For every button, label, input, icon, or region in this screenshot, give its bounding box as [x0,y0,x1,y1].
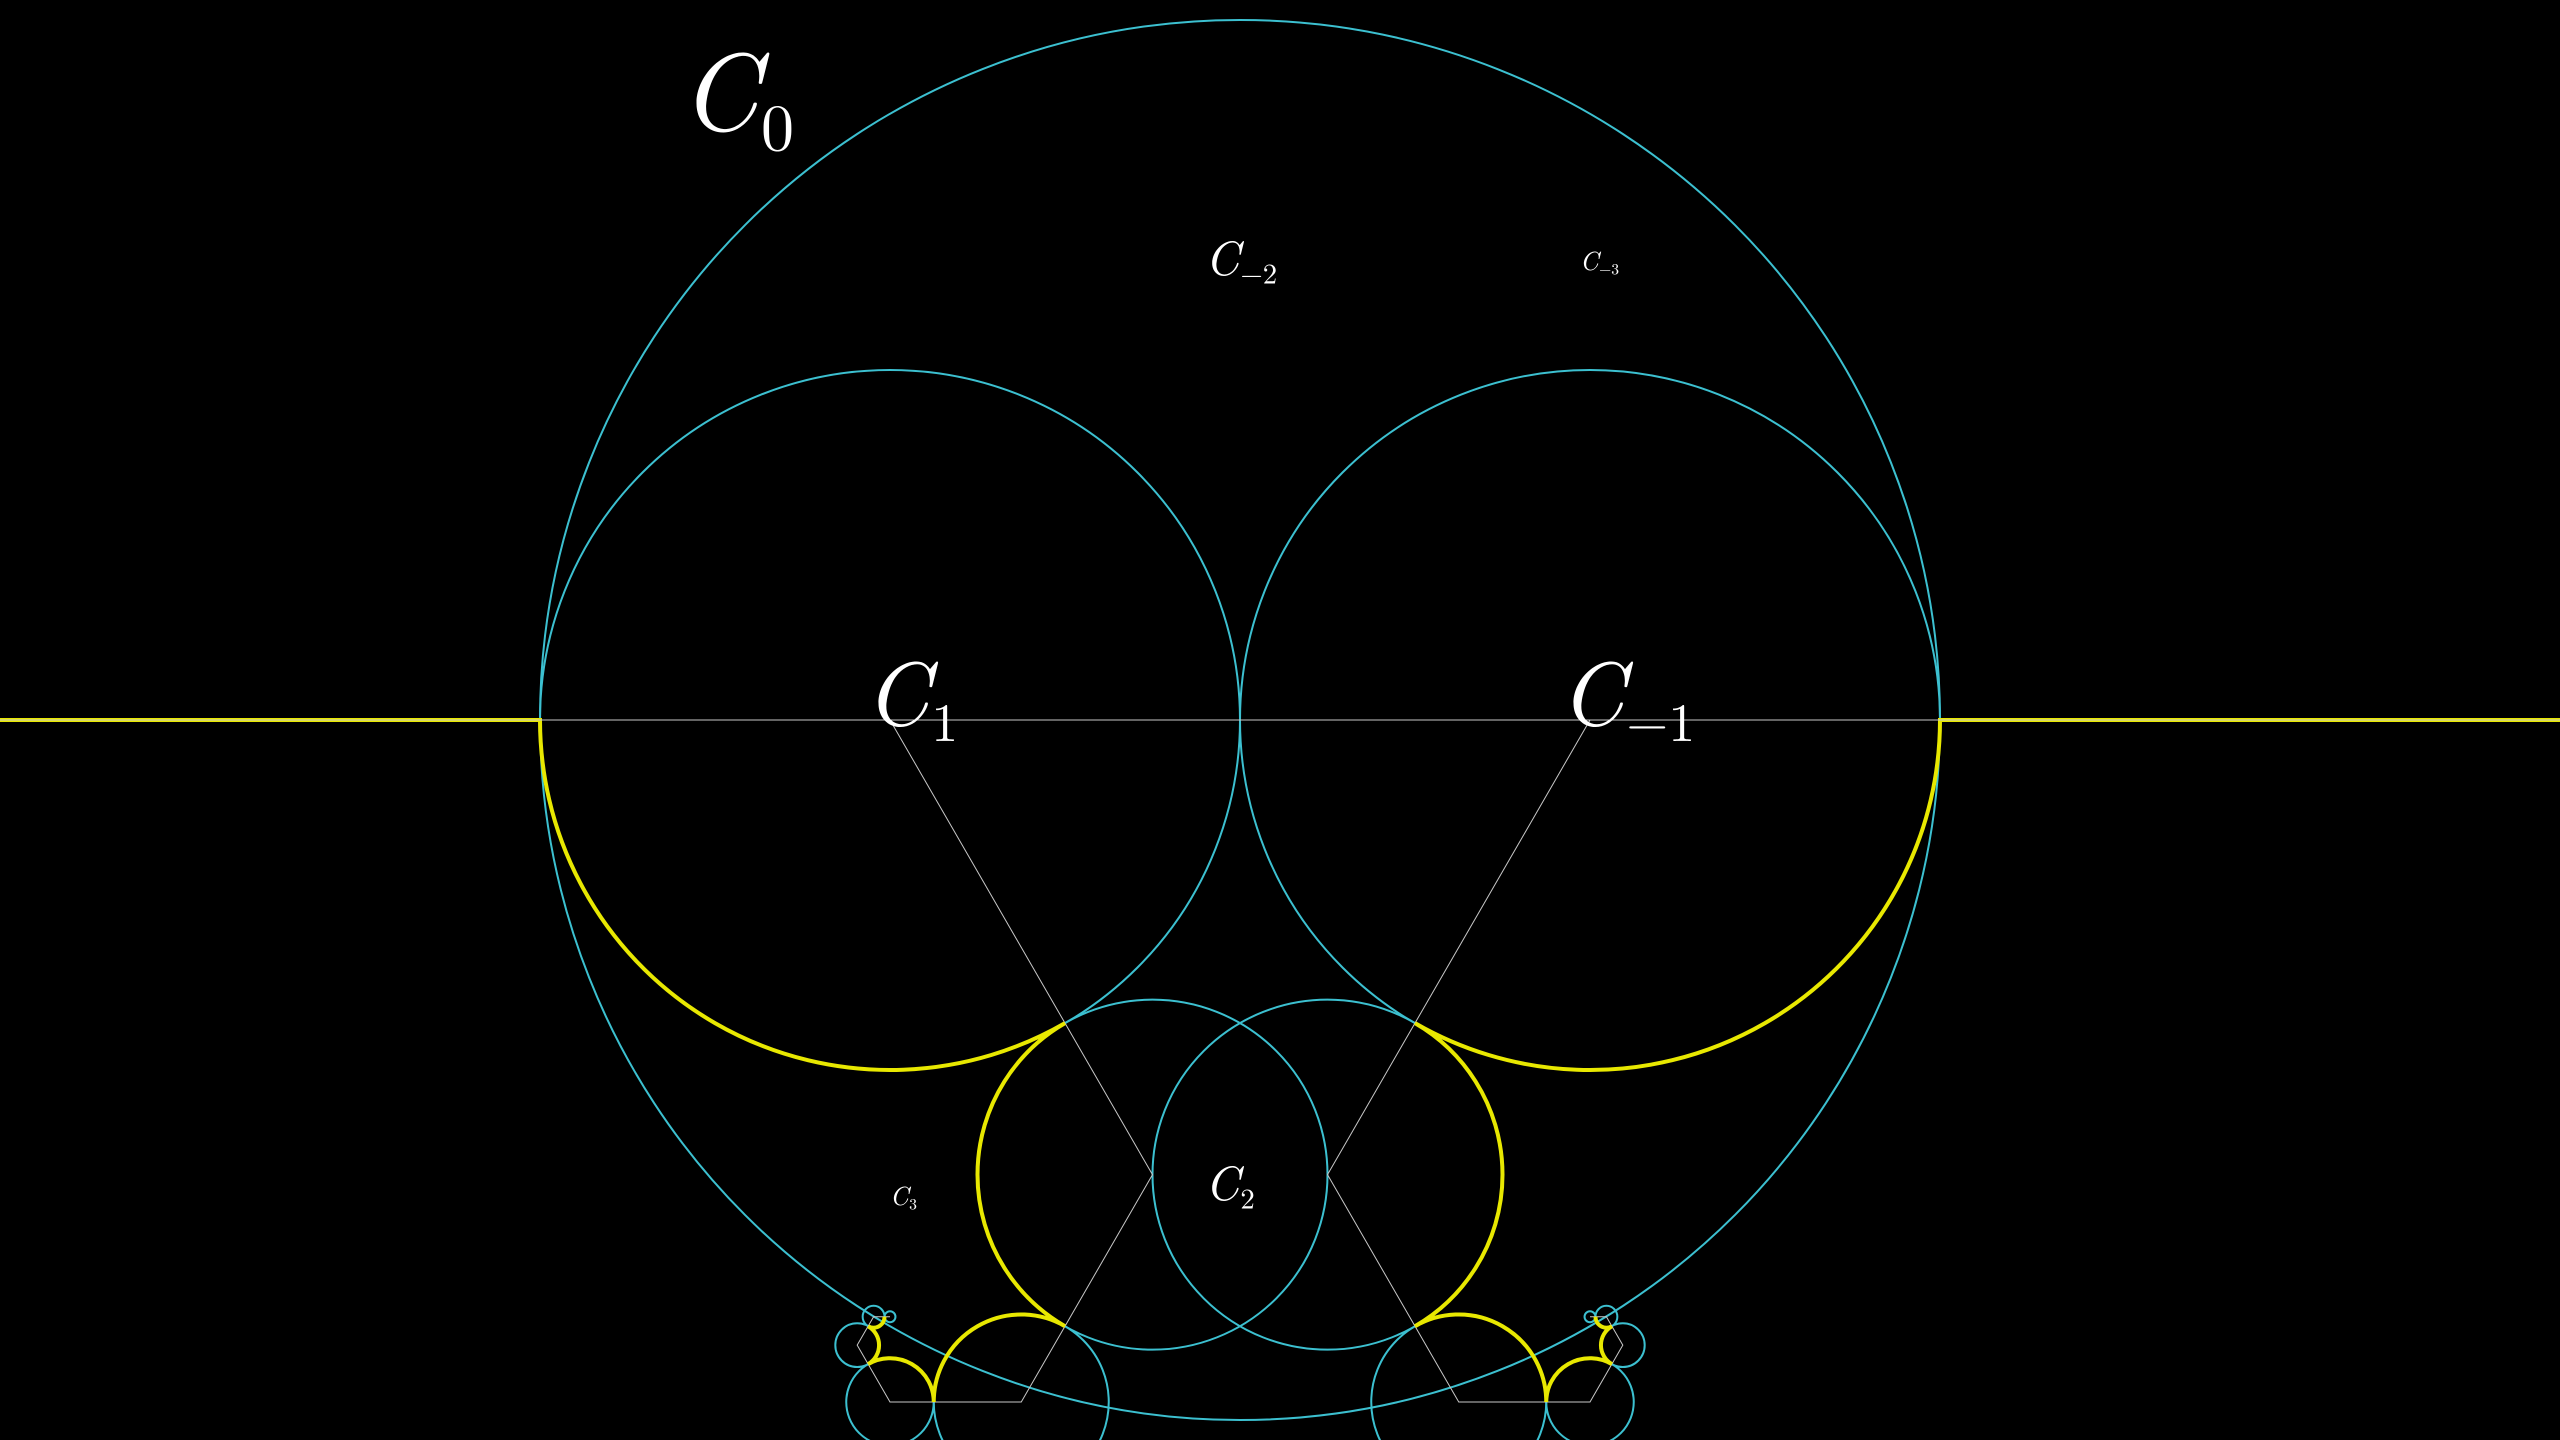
circle-c-3 [1371,1314,1546,1440]
connector-negative [1240,720,1623,1402]
spiral-positive [0,720,1065,1402]
label-C2: C2 [1205,1146,1255,1218]
label-C3: C3 [890,1176,917,1215]
spiral-negative [1415,720,2560,1402]
connector-positive [857,720,1240,1402]
label-C-1: C−1 [1560,625,1695,757]
label-C-3: C−3 [1580,241,1619,280]
circle-c3 [934,1314,1109,1440]
label-C-2: C−2 [1205,221,1277,293]
label-C1: C1 [865,625,958,757]
label-C0: C0 [680,6,794,170]
diagram-canvas: C0 C1 C−1 C2 C−2 C3 C−3 [0,0,2560,1440]
